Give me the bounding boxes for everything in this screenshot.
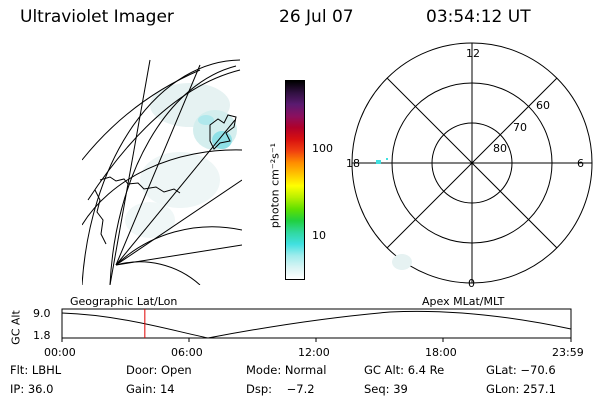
ip-status: IP: 36.0 — [10, 382, 54, 396]
observation-time: 03:54:12 UT — [426, 7, 531, 27]
colorbar — [285, 80, 305, 280]
timeline-right-label: Apex MLat/MLT — [422, 295, 505, 308]
mlt-label-18: 18 — [346, 157, 360, 170]
observation-date: 26 Jul 07 — [279, 7, 354, 27]
colorbar-tick-100: 100 — [312, 142, 333, 155]
timeline-xtick-0000: 00:00 — [44, 346, 76, 359]
lat-label-70: 70 — [513, 121, 527, 134]
timeline-left-label: Geographic Lat/Lon — [70, 295, 178, 308]
timeline-xtick-0600: 06:00 — [171, 346, 203, 359]
timeline-ytick-high: 9.0 — [33, 307, 51, 320]
mlt-label-12: 12 — [466, 47, 480, 60]
mode-status: Mode: Normal — [246, 363, 327, 377]
seq-status: Seq: 39 — [364, 382, 408, 396]
filter-status: Flt: LBHL — [10, 363, 62, 377]
aurora-emission — [125, 83, 237, 238]
lat-label-80: 80 — [493, 142, 507, 155]
gain-status: Gain: 14 — [126, 382, 175, 396]
mlt-label-6: 6 — [577, 157, 584, 170]
colorbar-tick-10: 10 — [312, 229, 326, 242]
gc-alt-status: GC Alt: 6.4 Re — [364, 363, 445, 377]
timeline-ytick-low: 1.8 — [33, 329, 51, 342]
door-status: Door: Open — [126, 363, 192, 377]
altitude-curve — [61, 310, 572, 339]
timeline-xtick-1800: 18:00 — [425, 346, 457, 359]
polar-aurora — [376, 158, 412, 270]
dsp-status: Dsp: −7.2 — [246, 382, 315, 396]
instrument-title: Ultraviolet Imager — [20, 7, 174, 27]
timeline-xtick-1200: 12:00 — [298, 346, 330, 359]
glon-status: GLon: 257.1 — [486, 382, 556, 396]
glat-status: GLat: −70.6 — [486, 363, 556, 377]
timeline-xtick-2359: 23:59 — [552, 346, 584, 359]
mlt-label-0: 0 — [468, 277, 475, 290]
lat-label-60: 60 — [536, 99, 550, 112]
